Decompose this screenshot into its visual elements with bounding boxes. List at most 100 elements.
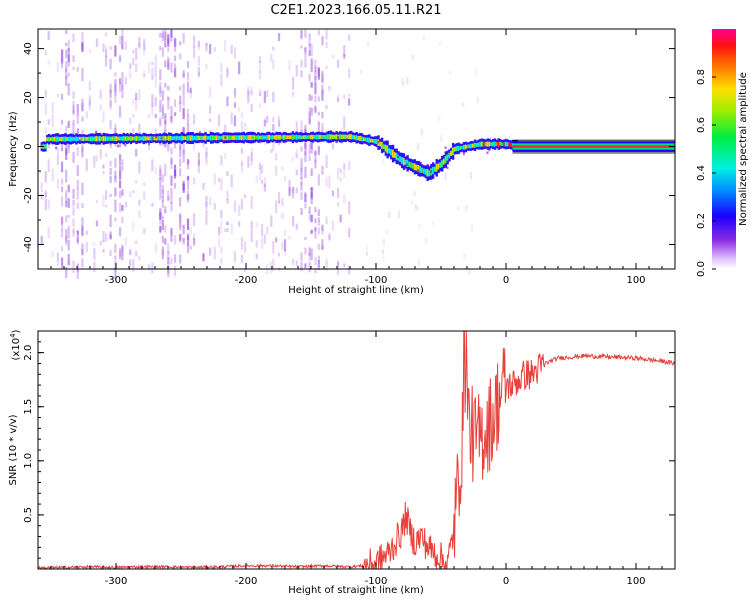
spectrogram-noise-cell xyxy=(295,187,298,194)
spectrogram-noise-cell xyxy=(213,46,216,53)
spectrogram-noise-cell xyxy=(44,90,47,99)
spectrogram-noise-cell xyxy=(44,192,47,198)
spectrogram-noise-cell xyxy=(295,223,298,230)
spectrogram-noise-cell xyxy=(468,267,471,275)
spectrogram-noise-cell xyxy=(72,218,75,227)
spectrogram-ridge-core xyxy=(71,136,74,142)
spectrogram-noise-cell xyxy=(382,254,385,263)
spectrogram-ridge-speck xyxy=(462,152,465,156)
spectrogram-noise-cell xyxy=(118,227,122,237)
spectrogram-ridge-core xyxy=(271,135,275,140)
spectrogram-ridge-core xyxy=(67,136,71,142)
spectrogram-noise-cell xyxy=(109,249,112,257)
spectrogram-ridge-core xyxy=(249,134,253,141)
spectrogram-ridge-core xyxy=(118,136,122,141)
spectrogram-noise-cell xyxy=(99,89,102,99)
spectrogram-ridge-speck xyxy=(106,133,109,136)
spectrogram-noise-cell xyxy=(182,110,185,116)
spectrogram-ridge-core xyxy=(408,161,411,167)
spectrogram-noise-cell xyxy=(304,236,307,241)
spectrogram-noise-cell xyxy=(308,94,311,101)
spectrogram-ridge-core xyxy=(317,134,320,140)
spectrogram-noise-cell xyxy=(65,142,68,156)
colorbar-tick-label: 0.8 xyxy=(696,69,707,85)
spectrogram-noise-cell xyxy=(247,90,250,104)
spectrogram-noise-cell xyxy=(224,228,227,233)
spectrogram-y-tick-label: -20 xyxy=(23,187,34,203)
spectrogram-ridge-core xyxy=(446,154,449,161)
spectrogram-noise-cell xyxy=(310,248,313,261)
spectrogram-noise-cell xyxy=(85,241,88,253)
spectrogram-noise-cell xyxy=(109,119,112,130)
spectrogram-noise-cell xyxy=(114,79,117,92)
spectrogram-noise-cell xyxy=(321,224,324,235)
spectrogram-noise-cell xyxy=(343,116,346,130)
spectrogram-noise-cell xyxy=(310,57,313,67)
spectrogram-noise-cell xyxy=(65,235,68,246)
spectrogram-ridge-core xyxy=(419,165,422,173)
spectrogram-noise-cell xyxy=(328,85,331,91)
snr-scale-base: (x10 xyxy=(11,338,22,361)
spectrogram-noise-cell xyxy=(138,255,141,261)
spectrogram-noise-cell xyxy=(300,168,303,180)
spectrogram-noise-cell xyxy=(275,237,278,243)
spectrogram-noise-cell xyxy=(258,162,262,170)
spectrogram-noise-cell xyxy=(109,234,112,240)
spectrogram-noise-cell xyxy=(114,45,117,57)
spectrogram-ridge-speck xyxy=(337,136,340,139)
spectrogram-noise-cell xyxy=(118,153,122,161)
spectrogram-noise-cell xyxy=(291,215,295,227)
spectrogram-noise-cell xyxy=(220,220,223,234)
spectrogram-noise-cell xyxy=(310,108,313,116)
spectrogram-noise-cell xyxy=(288,187,291,197)
spectrogram-noise-cell xyxy=(417,258,420,266)
spectrogram-noise-cell xyxy=(304,29,307,38)
spectrogram-noise-cell xyxy=(105,233,108,242)
spectrogram-noise-cell xyxy=(85,158,88,172)
spectrogram-noise-cell xyxy=(308,261,311,273)
spectrogram-noise-cell xyxy=(72,105,75,116)
spectrogram-noise-cell xyxy=(109,101,112,106)
spectrogram-noise-cell xyxy=(398,210,401,219)
spectrogram-noise-cell xyxy=(167,34,170,47)
spectrogram-noise-cell xyxy=(72,199,75,206)
spectrogram-noise-cell xyxy=(159,33,162,38)
spectrogram-noise-cell xyxy=(281,166,284,171)
spectrogram-noise-cell xyxy=(416,205,419,211)
spectrogram-noise-cell xyxy=(192,140,196,151)
spectrogram-noise-cell xyxy=(314,227,317,239)
spectrogram-ridge-core xyxy=(87,136,91,141)
colorbar-tick-label: 0.4 xyxy=(696,165,707,181)
spectrogram-noise-cell xyxy=(283,175,287,182)
spectrogram-noise-cell xyxy=(192,213,196,227)
spectrogram-frame xyxy=(37,28,676,270)
spectrogram-ridge-core xyxy=(197,135,200,141)
snr-y-tick-label: 2.0 xyxy=(23,345,34,361)
spectrogram-noise-cell xyxy=(189,89,192,99)
spectrogram-ridge-core xyxy=(166,136,169,141)
spectrogram-ridge-core xyxy=(391,149,395,158)
spectrogram-noise-cell xyxy=(244,241,247,253)
spectrogram-noise-cell xyxy=(317,255,320,264)
spectrogram-noise-cell xyxy=(65,201,68,208)
spectrogram-noise-cell xyxy=(310,43,313,56)
spectrogram-ridge-speck xyxy=(55,146,58,150)
spectrogram-noise-cell xyxy=(67,184,70,193)
spectrogram-noise-cell xyxy=(151,262,154,274)
spectrogram-noise-cell xyxy=(161,30,164,42)
spectrogram-ridge-core xyxy=(113,136,116,142)
spectrogram-ridge-core xyxy=(493,141,497,147)
spectrogram-noise-cell xyxy=(317,243,320,250)
spectrogram-noise-cell xyxy=(121,72,124,84)
spectrogram-noise-cell xyxy=(197,71,200,76)
spectrogram-noise-cell xyxy=(343,194,346,204)
spectrogram-noise-cell xyxy=(67,253,70,265)
spectrogram-noise-cell xyxy=(224,40,227,53)
spectrogram-noise-cell xyxy=(167,257,170,265)
spectrogram-noise-cell xyxy=(308,247,311,256)
spectrogram-noise-cell xyxy=(348,93,351,97)
snr-x-tick-label: -200 xyxy=(235,576,258,587)
spectrogram-noise-cell xyxy=(170,238,173,242)
spectrogram-noise-cell xyxy=(102,43,105,53)
spectrogram-ridge-core xyxy=(175,135,178,141)
